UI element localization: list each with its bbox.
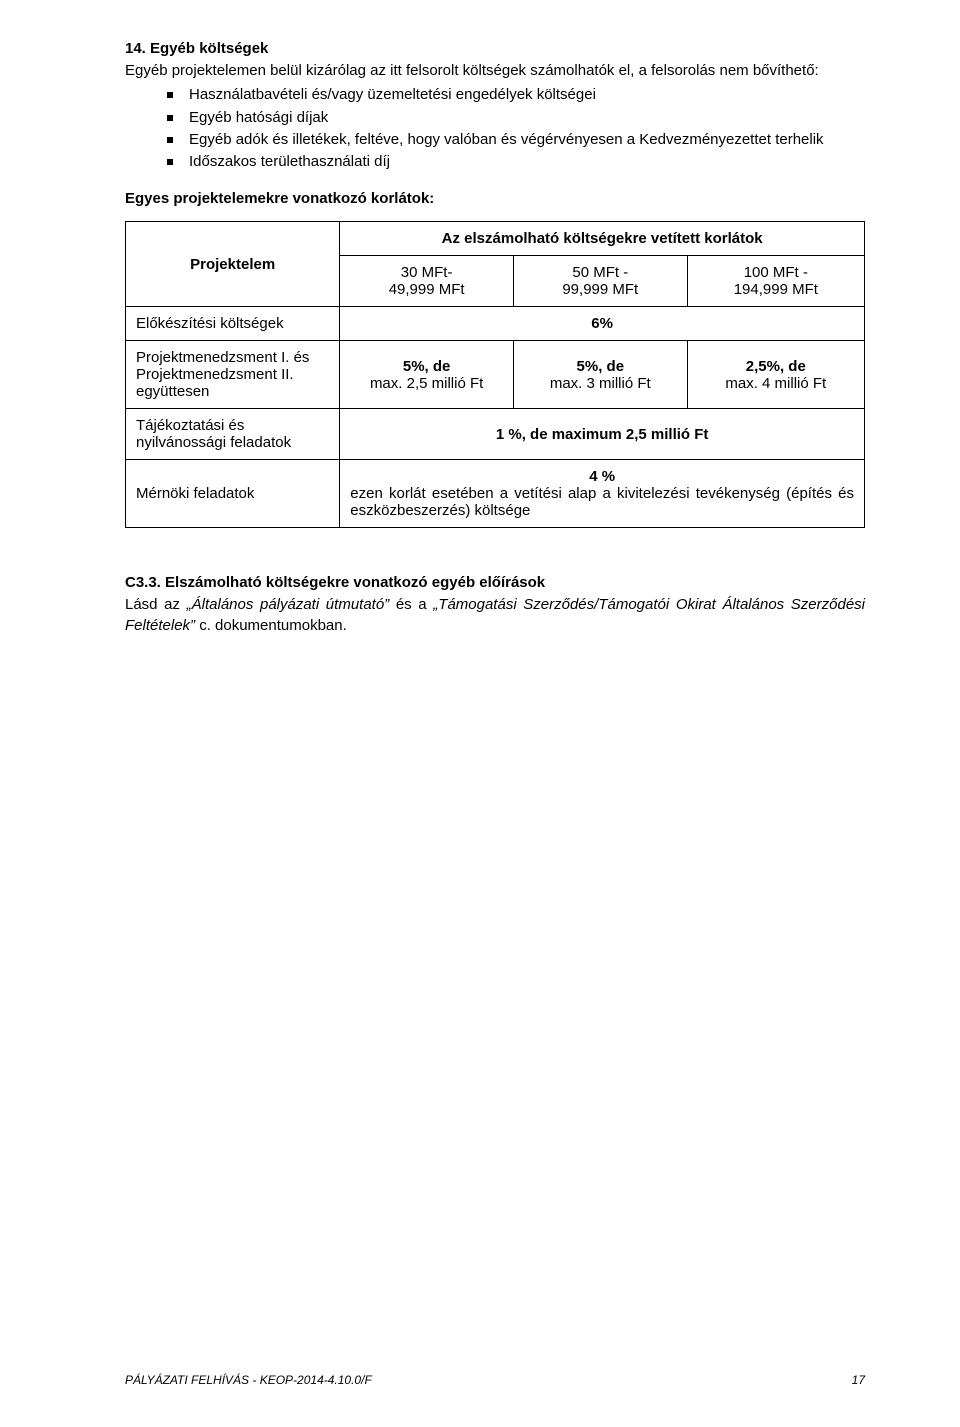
c33-ital-1: „Általános pályázati útmutató” (187, 596, 390, 613)
page-footer: PÁLYÁZATI FELHÍVÁS - KEOP-2014-4.10.0/F … (125, 1373, 865, 1387)
header-col-3-top: 100 MFt - (744, 264, 808, 281)
table-row: Tájékoztatási és nyilvánossági feladatok… (126, 409, 865, 460)
row2-col2-top: 5%, de (577, 358, 625, 375)
section-14-heading: 14. Egyéb költségek (125, 40, 865, 57)
row4-value: 4 % ezen korlát esetében a vetítési alap… (340, 460, 865, 528)
page-container: 14. Egyéb költségek Egyéb projektelemen … (0, 0, 960, 1427)
header-col-2-bot: 99,999 MFt (562, 281, 638, 298)
row2-label: Projektmenedzsment I. és Projektmenedzsm… (126, 341, 340, 409)
header-col-1-top: 30 MFt- (401, 264, 453, 281)
row2-col2: 5%, de max. 3 millió Ft (513, 341, 687, 409)
table-header-row-1: Projektelem Az elszámolható költségekre … (126, 222, 865, 256)
row2-col3-top: 2,5%, de (746, 358, 806, 375)
c33-tail: c. dokumentumokban. (195, 617, 347, 634)
section-14-intro: Egyéb projektelemen belül kizárólag az i… (125, 61, 865, 81)
section-14-bullet-list: Használatbavételi és/vagy üzemeltetési e… (125, 85, 865, 172)
header-col-2-top: 50 MFt - (572, 264, 628, 281)
row4-text: ezen korlát esetében a vetítési alap a k… (350, 485, 854, 519)
header-projektelem: Projektelem (126, 222, 340, 307)
header-col-1-bot: 49,999 MFt (389, 281, 465, 298)
row1-value: 6% (340, 307, 865, 341)
c33-lead: Lásd az (125, 596, 187, 613)
header-col-1: 30 MFt- 49,999 MFt (340, 256, 514, 307)
footer-left: PÁLYÁZATI FELHÍVÁS - KEOP-2014-4.10.0/F (125, 1373, 372, 1387)
bullet-item: Egyéb adók és illetékek, feltéve, hogy v… (167, 130, 865, 150)
bullet-item: Időszakos területhasználati díj (167, 152, 865, 172)
section-c33: C3.3. Elszámolható költségekre vonatkozó… (125, 574, 865, 636)
row2-col3-bot: max. 4 millió Ft (725, 375, 826, 392)
table-row: Projektmenedzsment I. és Projektmenedzsm… (126, 341, 865, 409)
header-col-2: 50 MFt - 99,999 MFt (513, 256, 687, 307)
c33-body: Lásd az „Általános pályázati útmutató” é… (125, 595, 865, 636)
row3-label: Tájékoztatási és nyilvánossági feladatok (126, 409, 340, 460)
row2-col2-bot: max. 3 millió Ft (550, 375, 651, 392)
header-col-3: 100 MFt - 194,999 MFt (687, 256, 864, 307)
row2-col1: 5%, de max. 2,5 millió Ft (340, 341, 514, 409)
c33-title: C3.3. Elszámolható költségekre vonatkozó… (125, 574, 865, 591)
table-row: Mérnöki feladatok 4 % ezen korlát esetéb… (126, 460, 865, 528)
row2-col1-top: 5%, de (403, 358, 451, 375)
c33-mid: és a (389, 596, 433, 613)
row4-label: Mérnöki feladatok (126, 460, 340, 528)
row1-label: Előkészítési költségek (126, 307, 340, 341)
header-col-3-bot: 194,999 MFt (734, 281, 818, 298)
row3-value: 1 %, de maximum 2,5 millió Ft (340, 409, 865, 460)
footer-page-number: 17 (852, 1373, 865, 1387)
limits-subheading: Egyes projektelemekre vonatkozó korlátok… (125, 190, 865, 207)
row2-col1-bot: max. 2,5 millió Ft (370, 375, 483, 392)
limits-table: Projektelem Az elszámolható költségekre … (125, 221, 865, 528)
row4-percent: 4 % (350, 468, 854, 485)
row2-col3: 2,5%, de max. 4 millió Ft (687, 341, 864, 409)
bullet-item: Használatbavételi és/vagy üzemeltetési e… (167, 85, 865, 105)
bullet-item: Egyéb hatósági díjak (167, 108, 865, 128)
header-span: Az elszámolható költségekre vetített kor… (340, 222, 865, 256)
table-row: Előkészítési költségek 6% (126, 307, 865, 341)
